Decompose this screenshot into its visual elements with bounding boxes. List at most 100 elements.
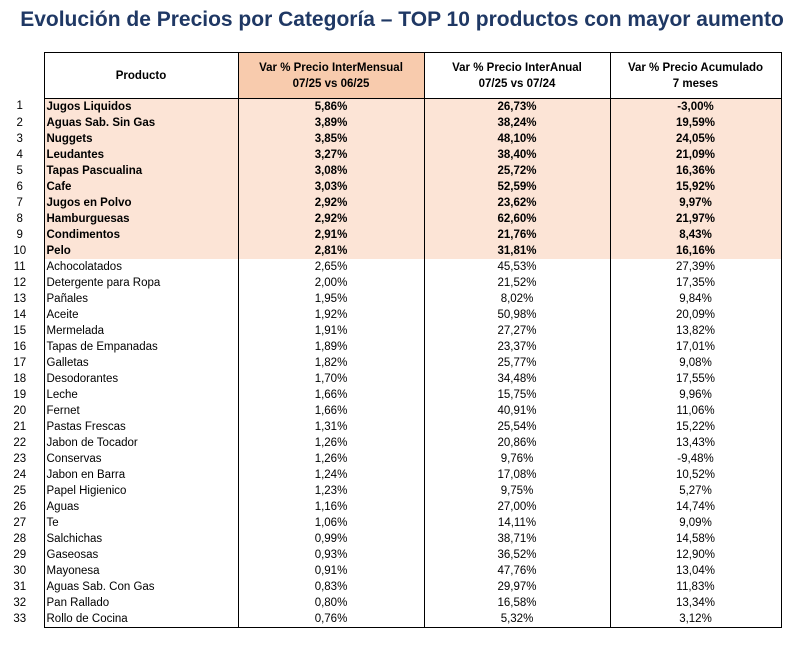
cell-acumulado: 24,05% [609,131,782,147]
cell-producto: Nuggets [43,131,238,147]
cell-interanual: 38,24% [423,115,610,131]
row-number: 9 [16,228,23,241]
table-row: 33 Rollo de Cocina 0,76% 5,32% 3,12% [0,611,782,628]
cell-intermensual: 2,81% [237,243,424,259]
cell-acumulado: 13,82% [609,323,782,339]
cell-intermensual: 2,91% [237,227,424,243]
cell-producto: Te [43,515,238,531]
cell-acumulado: 14,74% [609,499,782,515]
table-row: 10 Pelo 2,81% 31,81% 16,16% [0,243,782,259]
price-table-container: Producto Var % Precio InterMensual 07/25… [0,52,782,628]
row-number: 31 [13,580,27,593]
cell-intermensual: 2,92% [237,195,424,211]
header-acumulado: Var % Precio Acumulado 7 meses [609,52,782,99]
header-producto: Producto [43,52,239,99]
cell-producto: Jabon de Tocador [43,435,238,451]
cell-acumulado: 9,09% [609,515,782,531]
cell-intermensual: 1,66% [237,403,424,419]
cell-intermensual: 0,80% [237,595,424,611]
cell-interanual: 17,08% [423,467,610,483]
cell-acumulado: 11,83% [609,579,782,595]
cell-producto: Conservas [43,451,238,467]
row-number: 13 [13,292,27,305]
cell-interanual: 21,76% [423,227,610,243]
row-number: 1 [16,100,23,113]
table-row: 4 Leudantes 3,27% 38,40% 21,09% [0,147,782,163]
cell-interanual: 45,53% [423,259,610,275]
cell-acumulado: 19,59% [609,115,782,131]
row-number: 32 [13,596,27,609]
cell-intermensual: 1,26% [237,435,424,451]
row-number: 21 [13,420,27,433]
row-number: 4 [16,148,23,161]
row-number-header [0,53,44,99]
row-number: 5 [16,164,23,177]
table-row: 32 Pan Rallado 0,80% 16,58% 13,34% [0,595,782,611]
cell-producto: Cafe [43,179,238,195]
cell-acumulado: 12,90% [609,547,782,563]
header-acumulado-line1: Var % Precio Acumulado [627,61,764,74]
cell-interanual: 48,10% [423,131,610,147]
table-row: 8 Hamburguesas 2,92% 62,60% 21,97% [0,211,782,227]
row-number: 33 [13,612,27,625]
cell-interanual: 50,98% [423,307,610,323]
cell-intermensual: 0,93% [237,547,424,563]
cell-interanual: 9,75% [423,483,610,499]
cell-acumulado: 17,01% [609,339,782,355]
cell-acumulado: 21,09% [609,147,782,163]
cell-interanual: 23,37% [423,339,610,355]
row-number: 29 [13,548,27,561]
table-row: 28 Salchichas 0,99% 38,71% 14,58% [0,531,782,547]
table-row: 22 Jabon de Tocador 1,26% 20,86% 13,43% [0,435,782,451]
row-number: 2 [16,116,23,129]
cell-producto: Condimentos [43,227,238,243]
cell-interanual: 15,75% [423,387,610,403]
header-interanual-line2: 07/25 vs 07/24 [478,77,556,90]
table-row: 1 Jugos Liquidos 5,86% 26,73% -3,00% [0,98,782,115]
cell-producto: Mayonesa [43,563,238,579]
cell-intermensual: 1,23% [237,483,424,499]
cell-intermensual: 2,65% [237,259,424,275]
cell-intermensual: 1,06% [237,515,424,531]
cell-producto: Pan Rallado [43,595,238,611]
row-number: 19 [13,388,27,401]
cell-producto: Galletas [43,355,238,371]
cell-interanual: 14,11% [423,515,610,531]
cell-producto: Aceite [43,307,238,323]
cell-producto: Hamburguesas [43,211,238,227]
table-row: 12 Detergente para Ropa 2,00% 21,52% 17,35% [0,275,782,291]
table-row: 20 Fernet 1,66% 40,91% 11,06% [0,403,782,419]
row-number: 25 [13,484,27,497]
row-number: 26 [13,500,27,513]
page-title: Evolución de Precios por Categoría – TOP… [20,8,784,31]
cell-intermensual: 1,66% [237,387,424,403]
cell-producto: Aguas [43,499,238,515]
cell-intermensual: 0,76% [237,611,424,628]
cell-intermensual: 1,95% [237,291,424,307]
cell-intermensual: 2,00% [237,275,424,291]
cell-producto: Gaseosas [43,547,238,563]
cell-interanual: 62,60% [423,211,610,227]
cell-producto: Tapas Pascualina [43,163,238,179]
row-number: 23 [13,452,27,465]
cell-producto: Leudantes [43,147,238,163]
cell-interanual: 21,52% [423,275,610,291]
cell-intermensual: 1,92% [237,307,424,323]
cell-interanual: 27,00% [423,499,610,515]
table-row: 2 Aguas Sab. Sin Gas 3,89% 38,24% 19,59% [0,115,782,131]
table-row: 16 Tapas de Empanadas 1,89% 23,37% 17,01% [0,339,782,355]
table-row: 14 Aceite 1,92% 50,98% 20,09% [0,307,782,323]
cell-intermensual: 2,92% [237,211,424,227]
cell-acumulado: 14,58% [609,531,782,547]
row-number: 28 [13,532,27,545]
cell-intermensual: 3,85% [237,131,424,147]
cell-producto: Pelo [43,243,238,259]
cell-interanual: 36,52% [423,547,610,563]
cell-acumulado: 27,39% [609,259,782,275]
cell-intermensual: 3,89% [237,115,424,131]
cell-acumulado: 9,96% [609,387,782,403]
row-number: 14 [13,308,27,321]
cell-intermensual: 1,26% [237,451,424,467]
cell-intermensual: 0,91% [237,563,424,579]
cell-intermensual: 1,89% [237,339,424,355]
